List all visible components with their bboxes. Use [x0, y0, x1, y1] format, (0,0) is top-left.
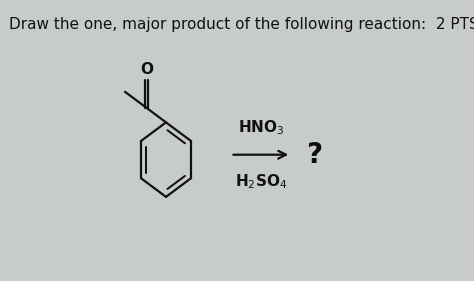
Text: ?: ?: [307, 141, 323, 169]
Text: H$_2$SO$_4$: H$_2$SO$_4$: [235, 172, 287, 191]
Text: Draw the one, major product of the following reaction:  2 PTS: Draw the one, major product of the follo…: [9, 17, 474, 31]
Text: HNO$_3$: HNO$_3$: [237, 118, 284, 137]
Text: O: O: [140, 62, 153, 77]
